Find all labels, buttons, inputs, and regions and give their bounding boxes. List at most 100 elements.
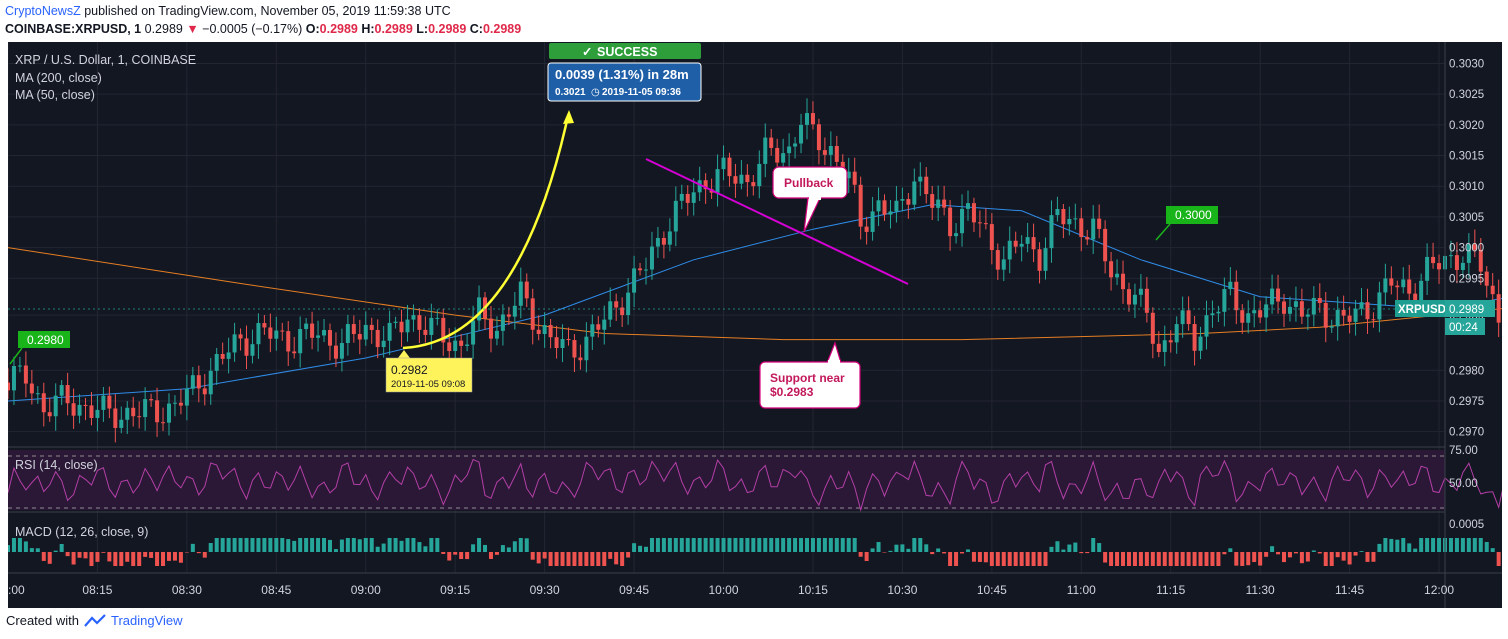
candle-body <box>1466 244 1471 263</box>
macd-bar <box>512 541 517 552</box>
candle <box>590 314 595 350</box>
candle <box>11 356 16 406</box>
macd-bar <box>1025 552 1030 566</box>
candle-body <box>858 184 863 227</box>
macd-bar <box>942 552 947 554</box>
chart-panel[interactable]: 0.3030 0.3025 0.3020 0.3015 0.3010 0.3005 0.30… <box>6 42 1508 608</box>
left-price-tag[interactable]: 0.2980 <box>9 331 70 365</box>
time-tick-label: 11:00 <box>1067 583 1096 597</box>
candle-body <box>65 385 70 404</box>
pullback-callout[interactable]: Pullback <box>772 166 848 233</box>
macd-bar <box>500 545 505 552</box>
candle-body <box>983 223 988 225</box>
rsi-tick: 75.00 <box>1449 445 1478 457</box>
candle-body <box>1431 256 1436 264</box>
candle-body <box>1407 279 1412 294</box>
macd-bar <box>542 552 547 559</box>
macd-bar <box>852 538 857 552</box>
candle <box>220 342 225 365</box>
candle <box>954 223 959 244</box>
publisher-link[interactable]: CryptoNewsZ <box>5 4 81 18</box>
candle-body <box>220 353 225 359</box>
candle-body <box>548 325 553 338</box>
candle <box>155 387 160 437</box>
macd-bar <box>894 544 899 552</box>
macd-bar <box>1180 552 1185 566</box>
chart-canvas[interactable]: 0.3030 0.3025 0.3020 0.3015 0.3010 0.3005 0.30… <box>6 42 1508 608</box>
price-tick-label: 0.2970 <box>1449 427 1484 439</box>
left-tag-value: 0.2980 <box>27 333 64 347</box>
candle-body <box>71 403 76 416</box>
candle <box>799 113 804 154</box>
macd-bar <box>447 552 452 561</box>
macd-bar <box>948 552 953 566</box>
candle-body <box>381 340 386 348</box>
candle <box>763 123 768 178</box>
macd-bar <box>298 538 303 552</box>
time-tick-label: 10:15 <box>798 583 828 597</box>
candle-body <box>614 301 619 308</box>
footer-brand[interactable]: TradingView <box>110 613 183 628</box>
macd-bar <box>1270 546 1275 552</box>
ohlc-high: 0.2989 <box>374 22 413 36</box>
macd-bar <box>876 542 881 552</box>
macd-bar <box>530 552 535 560</box>
macd-bar <box>864 552 869 562</box>
macd-bar <box>1073 542 1078 552</box>
candle <box>816 118 821 165</box>
candle-body <box>810 113 815 125</box>
macd-bar <box>1311 550 1316 552</box>
macd-bar <box>727 538 732 552</box>
macd-bar <box>781 538 786 552</box>
macd-bar <box>351 538 356 552</box>
measure-arrow[interactable] <box>402 115 570 350</box>
candle <box>1234 270 1239 325</box>
macd-bar <box>1252 552 1257 563</box>
candle-body <box>1341 309 1346 316</box>
macd-bar <box>1109 552 1114 566</box>
macd-bar <box>626 552 631 558</box>
support-callout[interactable]: Support near $0.2983 <box>759 341 861 409</box>
candle-body <box>572 340 577 358</box>
candle <box>83 397 88 421</box>
candle-body <box>1097 218 1102 229</box>
right-price-tag[interactable]: 0.3000 <box>1155 206 1218 241</box>
measure-box[interactable]: 0.0039 (1.31%) in 28m 0.3021 ◷ 2019-11-0… <box>547 62 702 102</box>
macd-bar <box>1204 552 1209 566</box>
candle-body <box>834 146 839 162</box>
candle <box>107 386 112 419</box>
trend-line[interactable] <box>645 158 909 285</box>
macd-bar <box>578 552 583 566</box>
candle-body <box>1043 248 1048 271</box>
legend-ma200: MA (200, close) <box>15 71 102 85</box>
candle <box>1341 295 1346 326</box>
candle-body <box>429 317 434 335</box>
candle-body <box>1490 285 1495 295</box>
macd-bar <box>196 552 201 554</box>
macd-bar <box>256 538 261 552</box>
candle-body <box>1067 218 1072 225</box>
candle <box>906 193 911 219</box>
candle-body <box>1425 256 1430 281</box>
candle-body <box>995 250 1000 270</box>
macd-bar <box>1395 539 1400 552</box>
macd-bar <box>417 542 422 552</box>
candle <box>214 347 219 385</box>
candle <box>930 185 935 221</box>
candle-body <box>1437 263 1442 270</box>
candle-body <box>41 393 46 413</box>
time-tick-label: 09:45 <box>619 583 649 597</box>
time-axis[interactable]: :00 08:15 08:30 08:45 09:00 09:15 09:30 09:45 10… <box>8 583 1454 597</box>
candle-body <box>351 324 356 335</box>
low-callout[interactable]: 0.2982 2019-11-05 09:08 <box>385 350 473 393</box>
macd-bar <box>1419 538 1424 552</box>
candle-body <box>1079 218 1084 238</box>
candle-body <box>274 330 279 339</box>
candle-body <box>685 193 690 203</box>
candle-body <box>471 320 476 345</box>
macd-bar <box>11 538 16 552</box>
candle <box>1264 296 1269 332</box>
candle <box>787 133 792 167</box>
price-tick-label: 0.3015 <box>1449 151 1484 163</box>
right-tag-value: 0.3000 <box>1175 208 1212 222</box>
